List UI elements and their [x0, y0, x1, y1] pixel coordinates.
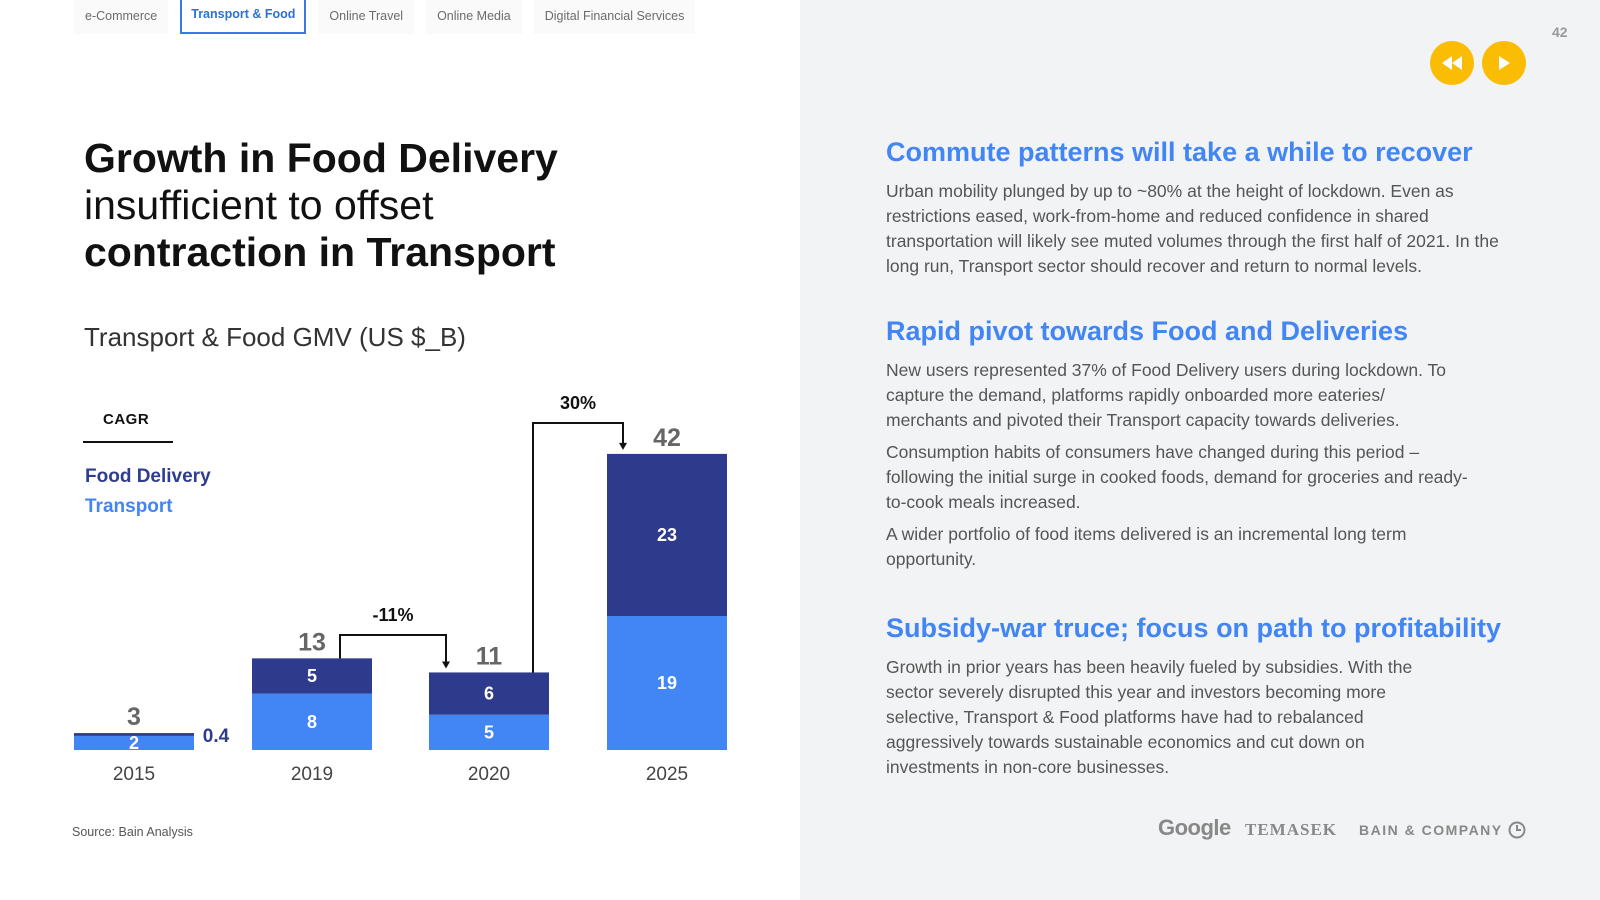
tab-digital-financial-services[interactable]: Digital Financial Services — [533, 0, 696, 34]
headline-line-1: Growth in Food Delivery — [84, 135, 558, 181]
label-transport-2020: 5 — [484, 722, 494, 742]
cagr-2020-2025-line — [532, 422, 624, 673]
label-transport-2025: 19 — [657, 673, 677, 693]
section-2-heading: Rapid pivot towards Food and Deliveries — [886, 316, 1409, 346]
page-title: Growth in Food Delivery insufficient to … — [84, 135, 674, 276]
bar-transport-2025 — [607, 616, 727, 750]
section-3-paragraph-1: Growth in prior years has been heavily f… — [886, 657, 1413, 777]
bain-logo: BAIN & COMPANY — [1359, 822, 1503, 838]
section-2-paragraph-3: A wider portfolio of food items delivere… — [886, 524, 1407, 569]
bar-transport-2015 — [74, 735, 194, 750]
label-food-delivery-2015: 0.4 — [203, 726, 230, 747]
bar-food-delivery-2019 — [252, 658, 372, 694]
tab-transport-food[interactable]: Transport & Food — [180, 0, 307, 34]
tab-bar: e-Commerce Transport & Food Online Trave… — [74, 0, 707, 34]
section-2-paragraph-2: Consumption habits of consumers have cha… — [886, 442, 1468, 512]
left-panel: e-Commerce Transport & Food Online Trave… — [72, 0, 727, 839]
tab-online-media[interactable]: Online Media — [426, 0, 522, 34]
cagr-2019-2020-arrow — [442, 661, 450, 669]
temasek-logo: TEMASEK — [1245, 820, 1338, 839]
tick-label-2025: 2025 — [646, 764, 688, 785]
section-3-heading: Subsidy-war truce; focus on path to prof… — [886, 613, 1502, 643]
source-note: Source: Bain Analysis — [72, 825, 193, 839]
label-food-delivery-2025: 23 — [657, 525, 677, 545]
cagr-2019-2020-line — [339, 634, 447, 663]
tab-online-travel[interactable]: Online Travel — [318, 0, 415, 34]
label-total-2019: 13 — [298, 628, 326, 656]
cagr-label: CAGR — [103, 411, 150, 428]
cagr-2020-2025-label: 30% — [560, 393, 596, 413]
section-1-paragraph-1: Urban mobility plunged by up to ~80% at … — [886, 181, 1499, 276]
gmv-bar-chart: 2 0.4 3 2015 8 5 13 2019 5 6 11 2020 19 23 42 2025 -11% 3… — [74, 393, 727, 785]
chart-title: Transport & Food GMV (US $_B) — [84, 322, 466, 352]
headline-line-2: insufficient to offset — [84, 182, 434, 228]
legend-food-delivery: Food Delivery — [85, 466, 211, 487]
tick-label-2020: 2020 — [468, 764, 510, 785]
label-food-delivery-2019: 5 — [307, 666, 317, 686]
rewind-icon — [1442, 56, 1462, 70]
cagr-2020-2025-arrow — [619, 442, 627, 450]
previous-slide-button[interactable] — [1430, 41, 1474, 85]
bar-transport-2019 — [252, 693, 372, 750]
tick-label-2019: 2019 — [291, 764, 333, 785]
tab-ecommerce[interactable]: e-Commerce — [74, 0, 169, 34]
legend-transport: Transport — [85, 496, 173, 517]
cagr-2019-2020-label: -11% — [372, 605, 413, 625]
cagr-underline — [83, 441, 173, 443]
section-1-heading: Commute patterns will take a while to re… — [886, 137, 1473, 167]
page-number: 42 — [1552, 24, 1568, 40]
label-food-delivery-2020: 6 — [484, 684, 494, 704]
bain-mark-icon — [1508, 821, 1526, 839]
google-logo: Google — [1158, 815, 1231, 840]
bar-food-delivery-2025 — [607, 453, 727, 617]
label-total-2015: 3 — [127, 703, 141, 731]
label-total-2020: 11 — [476, 642, 503, 670]
next-slide-button[interactable] — [1482, 41, 1526, 85]
bar-food-delivery-2015 — [74, 733, 194, 736]
play-icon — [1499, 56, 1510, 70]
headline-line-3: contraction in Transport — [84, 229, 556, 275]
right-panel — [800, 0, 1600, 900]
tick-label-2015: 2015 — [113, 764, 155, 785]
label-transport-2019: 8 — [307, 712, 317, 732]
label-total-2025: 42 — [653, 424, 681, 452]
bar-transport-2020 — [429, 714, 549, 750]
section-2-paragraph-1: New users represented 37% of Food Delive… — [886, 360, 1446, 430]
label-transport-2015: 2 — [129, 733, 139, 753]
bar-food-delivery-2020 — [429, 672, 549, 715]
